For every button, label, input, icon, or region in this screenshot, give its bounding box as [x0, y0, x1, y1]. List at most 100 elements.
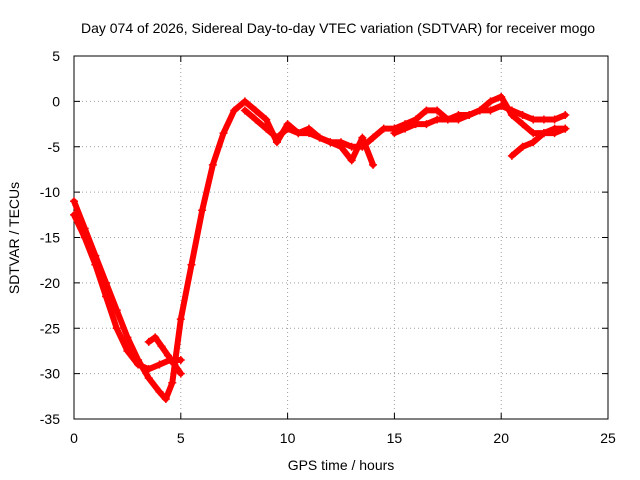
data-point: [518, 120, 527, 129]
data-point: [539, 115, 548, 124]
data-point: [379, 124, 388, 133]
data-point: [272, 133, 281, 142]
y-tick-label: -30: [40, 366, 60, 382]
x-axis-label: GPS time / hours: [288, 457, 395, 473]
x-tick-label: 15: [387, 430, 403, 446]
data-point: [70, 197, 78, 206]
data-point: [262, 124, 271, 133]
data-point: [176, 356, 185, 365]
data-point: [358, 133, 367, 142]
data-point: [486, 106, 495, 115]
data-point: [347, 156, 356, 165]
data-point: [262, 115, 271, 124]
x-tick-label: 10: [280, 430, 296, 446]
data-point: [251, 115, 260, 124]
data-point: [390, 129, 399, 138]
data-point: [219, 129, 228, 138]
data-point: [168, 378, 177, 387]
data-point: [518, 142, 527, 151]
data-point: [70, 210, 78, 219]
data-point: [507, 110, 516, 119]
data-point: [112, 324, 121, 333]
data-point: [176, 369, 185, 378]
data-point: [240, 97, 249, 106]
data-point: [561, 124, 570, 133]
data-point: [304, 129, 313, 138]
data-point: [529, 138, 538, 147]
data-point: [422, 120, 431, 129]
data-point: [230, 106, 239, 115]
data-point: [561, 110, 570, 119]
data-point: [157, 342, 166, 351]
data-point: [163, 351, 172, 360]
data-point: [187, 260, 196, 269]
series-track-5: [390, 92, 570, 138]
y-tick-label: -25: [40, 320, 60, 336]
y-tick-label: -20: [40, 275, 60, 291]
series-line: [71, 98, 376, 402]
data-point: [151, 333, 160, 342]
chart-title: Day 074 of 2026, Sidereal Day-to-day VTE…: [81, 20, 595, 36]
x-tick-label: 0: [70, 430, 78, 446]
data-marks: [70, 92, 570, 404]
data-point: [283, 124, 292, 133]
data-point: [422, 106, 431, 115]
data-point: [454, 110, 463, 119]
series-track-6: [507, 124, 570, 160]
data-point: [465, 110, 474, 119]
data-point: [176, 315, 185, 324]
data-point: [401, 124, 410, 133]
data-point: [123, 333, 132, 342]
data-point: [550, 115, 559, 124]
axis-ticks: 0 5 10 15 20 25 5 0 -5 -10 -15 -20 -25 -30 -35: [40, 48, 616, 446]
data-point: [144, 365, 153, 374]
y-tick-label: -35: [40, 411, 60, 427]
data-point: [497, 92, 506, 101]
x-tick-label: 20: [493, 430, 509, 446]
series-track-3: [144, 333, 185, 378]
data-point: [529, 129, 538, 138]
data-point: [112, 306, 121, 315]
data-point: [155, 387, 164, 396]
data-point: [208, 160, 217, 169]
y-tick-label: -15: [40, 230, 60, 246]
y-tick-label: 5: [52, 48, 60, 64]
data-point: [144, 374, 153, 383]
data-point: [433, 106, 442, 115]
data-point: [161, 395, 170, 404]
data-point: [550, 129, 559, 138]
data-point: [337, 138, 345, 147]
data-point: [155, 360, 164, 369]
y-tick-label: 0: [52, 93, 60, 109]
data-point: [326, 138, 335, 147]
data-point: [358, 142, 367, 151]
series-line: [508, 125, 569, 159]
data-point: [369, 133, 378, 142]
data-point: [486, 97, 495, 106]
data-point: [123, 346, 132, 355]
data-point: [529, 115, 538, 124]
data-point: [518, 110, 527, 119]
data-point: [475, 106, 484, 115]
y-tick-label: -10: [40, 184, 60, 200]
data-point: [443, 115, 452, 124]
data-point: [369, 160, 378, 169]
data-point: [144, 337, 153, 346]
data-point: [539, 129, 548, 138]
x-tick-label: 5: [177, 430, 185, 446]
x-tick-label: 25: [600, 430, 616, 446]
data-point: [170, 360, 179, 369]
data-point: [134, 360, 143, 369]
data-point: [240, 106, 249, 115]
data-point: [102, 292, 111, 301]
data-point: [347, 142, 356, 151]
data-point: [507, 151, 516, 160]
data-point: [80, 233, 89, 242]
data-point: [411, 120, 420, 129]
y-tick-label: -5: [48, 139, 61, 155]
data-point: [198, 206, 207, 215]
data-point: [294, 129, 303, 138]
y-axis-label: SDTVAR / TECUs: [6, 182, 22, 294]
data-point: [251, 106, 260, 115]
